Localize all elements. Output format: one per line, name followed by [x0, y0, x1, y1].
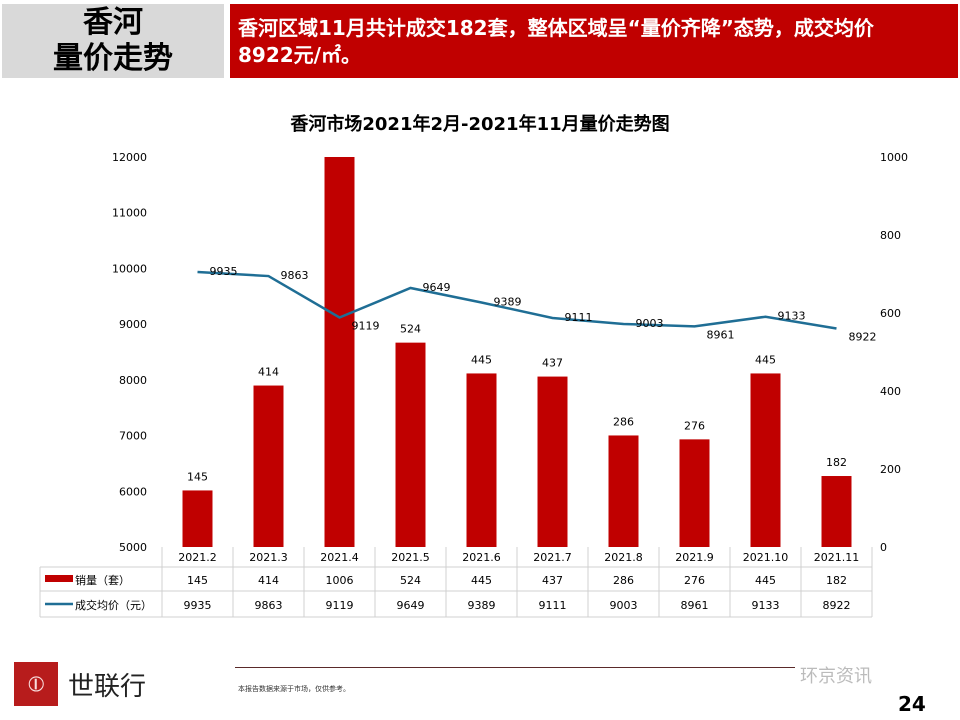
- line-label: 8922: [849, 330, 877, 343]
- right-axis-tick: 600: [880, 307, 901, 320]
- bar-label: 445: [755, 353, 776, 366]
- line-label: 9119: [352, 320, 380, 333]
- price-line: [197, 270, 837, 330]
- table-cell-sales: 286: [613, 574, 634, 587]
- category-label: 2021.8: [604, 551, 643, 564]
- left-axis-tick: 10000: [112, 262, 147, 275]
- section-title: 香河 量价走势: [2, 4, 224, 78]
- bar-label: 286: [613, 415, 634, 428]
- bar-label: 182: [826, 456, 847, 469]
- category-label: 2021.6: [462, 551, 501, 564]
- table-cell-sales: 1006: [326, 574, 354, 587]
- table-cell-price: 9003: [610, 599, 638, 612]
- bar: [821, 476, 852, 547]
- table-cell-price: 9389: [468, 599, 496, 612]
- category-label: 2021.2: [178, 551, 217, 564]
- line-label: 9111: [565, 311, 593, 324]
- table-cell-price: 9935: [184, 599, 212, 612]
- table-cell-sales: 445: [755, 574, 776, 587]
- left-axis-tick: 7000: [119, 430, 147, 443]
- category-label: 2021.10: [743, 551, 789, 564]
- source-note: 本报告数据来源于市场，仅供参考。: [238, 685, 350, 693]
- bar: [537, 376, 568, 547]
- category-label: 2021.5: [391, 551, 430, 564]
- footer-divider: [235, 667, 795, 668]
- table-cell-sales: 524: [400, 574, 421, 587]
- line-label: 9003: [636, 317, 664, 330]
- bar-label: 276: [684, 419, 705, 432]
- right-axis-tick: 0: [880, 541, 887, 554]
- category-label: 2021.4: [320, 551, 359, 564]
- right-axis-tick: 400: [880, 385, 901, 398]
- legend-bar-swatch: [45, 575, 73, 582]
- line-label: 9133: [778, 310, 806, 323]
- section-title-line1: 香河: [83, 5, 143, 40]
- bar-label: 414: [258, 366, 279, 379]
- table-cell-sales: 145: [187, 574, 208, 587]
- line-label: 9389: [494, 295, 522, 308]
- bar: [750, 373, 781, 547]
- bar: [324, 157, 355, 547]
- left-axis-tick: 5000: [119, 541, 147, 554]
- table-cell-price: 9133: [752, 599, 780, 612]
- table-cell-price: 9649: [397, 599, 425, 612]
- summary-banner: 香河区域11月共计成交182套，整体区域呈“量价齐降”态势，成交均价 8922元…: [230, 4, 958, 78]
- left-axis-tick: 9000: [119, 318, 147, 331]
- line-label: 9863: [281, 269, 309, 282]
- line-label: 9649: [423, 281, 451, 294]
- bar: [679, 439, 710, 547]
- table-cell-sales: 182: [826, 574, 847, 587]
- right-axis-tick: 1000: [880, 151, 908, 164]
- table-cell-sales: 276: [684, 574, 705, 587]
- watermark: 环京资讯: [800, 666, 872, 687]
- left-axis-tick: 11000: [112, 207, 147, 220]
- right-axis-tick: 800: [880, 229, 901, 242]
- summary-line1: 香河区域11月共计成交182套，整体区域呈“量价齐降”态势，成交均价: [238, 16, 874, 40]
- bar: [253, 385, 284, 547]
- bar: [182, 490, 213, 547]
- category-label: 2021.9: [675, 551, 714, 564]
- left-axis-tick: 6000: [119, 485, 147, 498]
- table-cell-sales: 445: [471, 574, 492, 587]
- table-cell-price: 9119: [326, 599, 354, 612]
- legend-price-label: 成交均价（元）: [75, 598, 152, 612]
- bar-label: 524: [400, 323, 421, 336]
- bar-label: 145: [187, 470, 208, 483]
- left-axis-tick: 8000: [119, 374, 147, 387]
- table-cell-sales: 414: [258, 574, 279, 587]
- legend-sales-label: 销量（套）: [75, 573, 130, 587]
- bar-label: 437: [542, 357, 563, 370]
- table-cell-price: 8922: [823, 599, 851, 612]
- table-cell-sales: 437: [542, 574, 563, 587]
- category-label: 2021.11: [814, 551, 860, 564]
- bar: [466, 373, 497, 547]
- brand-logo-icon: ⦶: [14, 662, 58, 706]
- category-label: 2021.7: [533, 551, 572, 564]
- table-cell-price: 8961: [681, 599, 709, 612]
- line-label: 8961: [707, 328, 735, 341]
- page-number: 24: [898, 692, 926, 716]
- bar: [608, 435, 639, 547]
- section-title-line2: 量价走势: [53, 41, 173, 76]
- table-cell-price: 9863: [255, 599, 283, 612]
- bar-label: 445: [471, 353, 492, 366]
- category-label: 2021.3: [249, 551, 288, 564]
- chart-title: 香河市场2021年2月-2021年11月量价走势图: [290, 114, 670, 135]
- bar: [395, 342, 426, 547]
- right-axis-tick: 200: [880, 463, 901, 476]
- left-axis-tick: 12000: [112, 151, 147, 164]
- line-label: 9935: [210, 265, 238, 278]
- table-cell-price: 9111: [539, 599, 567, 612]
- brand-name: 世联行: [68, 672, 147, 702]
- summary-line2: 8922元/㎡。: [238, 43, 361, 67]
